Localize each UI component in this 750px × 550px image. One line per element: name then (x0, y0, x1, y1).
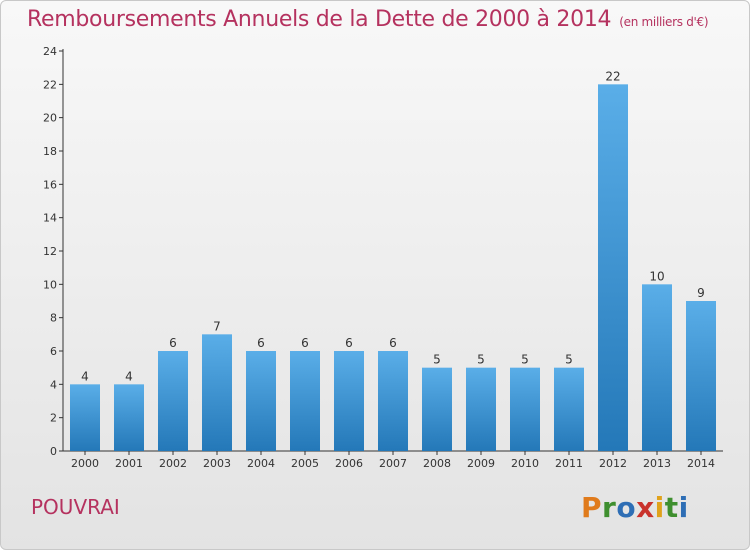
bar-value-label: 9 (697, 286, 705, 300)
bar (554, 367, 584, 451)
x-tick-label: 2014 (687, 457, 715, 470)
x-tick-label: 2007 (379, 457, 407, 470)
bar-value-label: 6 (257, 336, 265, 350)
bar (334, 351, 364, 451)
y-tick-label: 6 (50, 345, 57, 358)
x-tick-label: 2001 (115, 457, 143, 470)
x-tick-label: 2010 (511, 457, 539, 470)
bar-value-label: 6 (301, 336, 309, 350)
x-tick-label: 2011 (555, 457, 583, 470)
y-tick-label: 14 (43, 212, 57, 225)
y-tick-label: 8 (50, 312, 57, 325)
bar (158, 351, 188, 451)
logo-letter: x (636, 491, 655, 524)
bar-value-label: 22 (605, 69, 620, 83)
logo-letter: i (654, 491, 665, 524)
x-tick-label: 2002 (159, 457, 187, 470)
bar-value-label: 7 (213, 319, 221, 333)
chart-title-text: Remboursements Annuels de la Dette de 20… (27, 7, 612, 32)
commune-name: POUVRAI (31, 495, 120, 519)
bar-value-label: 5 (433, 353, 441, 367)
y-tick-label: 10 (43, 278, 57, 291)
bar (642, 284, 672, 451)
x-tick-label: 2008 (423, 457, 451, 470)
bar (466, 367, 496, 451)
x-tick-label: 2004 (247, 457, 275, 470)
bar-value-label: 4 (81, 369, 89, 383)
bar (290, 351, 320, 451)
bar (202, 334, 232, 451)
bar-value-label: 5 (521, 353, 529, 367)
x-tick-label: 2005 (291, 457, 319, 470)
y-tick-label: 2 (50, 412, 57, 425)
proxiti-logo: Proxiti (581, 491, 689, 524)
y-tick-label: 12 (43, 245, 57, 258)
bar-value-label: 6 (169, 336, 177, 350)
y-tick-label: 22 (43, 78, 57, 91)
logo-letter: i (678, 491, 689, 524)
bar (70, 384, 100, 451)
logo-letter: r (602, 491, 617, 524)
y-tick-label: 16 (43, 178, 57, 191)
bar (686, 301, 716, 451)
y-tick-label: 0 (50, 445, 57, 458)
bar (378, 351, 408, 451)
bar-value-label: 10 (649, 269, 664, 283)
bar (246, 351, 276, 451)
y-tick-label: 20 (43, 112, 57, 125)
x-tick-label: 2012 (599, 457, 627, 470)
bar-value-label: 4 (125, 369, 133, 383)
x-tick-label: 2006 (335, 457, 363, 470)
chart-unit-label: (en milliers d'€) (619, 15, 709, 29)
y-tick-label: 4 (50, 378, 57, 391)
logo-letter: P (581, 491, 603, 524)
x-tick-label: 2003 (203, 457, 231, 470)
y-tick-label: 24 (43, 45, 57, 58)
bar (510, 367, 540, 451)
bar (598, 84, 628, 451)
x-tick-label: 2013 (643, 457, 671, 470)
chart-title: Remboursements Annuels de la Dette de 20… (27, 7, 709, 32)
bar-value-label: 5 (565, 353, 573, 367)
logo-letter: o (616, 491, 637, 524)
bar-value-label: 6 (389, 336, 397, 350)
bar-value-label: 6 (345, 336, 353, 350)
bar (114, 384, 144, 451)
x-tick-label: 2009 (467, 457, 495, 470)
y-tick-label: 18 (43, 145, 57, 158)
logo-letter: t (664, 491, 679, 524)
chart-bars: 4 4 6 7 6 6 6 6 5 5 5 5 22 10 9 (70, 69, 716, 451)
bar (422, 367, 452, 451)
x-tick-label: 2000 (71, 457, 99, 470)
bar-value-label: 5 (477, 353, 485, 367)
